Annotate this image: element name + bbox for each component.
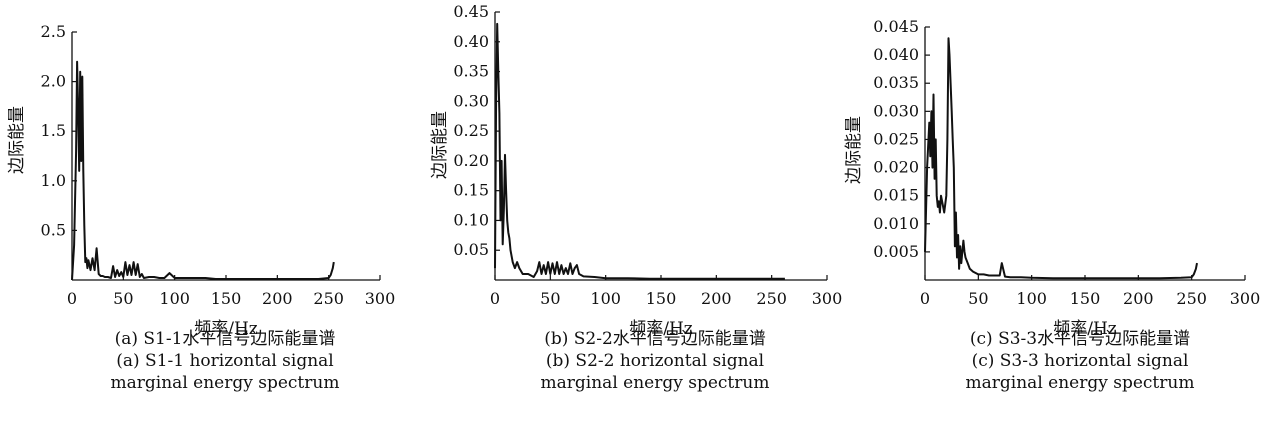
y-tick-label: 2.0 [41,72,66,91]
y-axis-label: 边际能量 [7,106,27,174]
caption-a-en1: (a) S1-1 horizontal signal [116,351,334,371]
x-axis-label: 频率/Hz [194,319,258,339]
spectrum-line [494,22,785,280]
x-axis-label: 频率/Hz [1053,319,1117,339]
chart-panel-a: 0 50 100 150 200 250 300 0.5 1.0 1.5 2.0 2.5 频率/Hz 边际… [0,0,430,439]
x-tick-label: 0 [67,289,77,308]
y-tick-label: 0.035 [873,73,919,92]
y-tick-label: 0.040 [873,45,919,64]
x-tick-label: 50 [113,289,133,308]
caption-a: (a) S1-1水平信号边际能量谱 (a) S1-1 horizontal si… [20,328,430,394]
caption-a-en2: marginal energy spectrum [110,373,340,393]
y-tick-label: 0.15 [453,181,489,200]
caption-a-zh: (a) S1-1水平信号边际能量谱 [114,329,336,349]
y-tick-label: 0.40 [453,32,489,51]
x-tick-label: 100 [1016,289,1047,308]
y-tick-label: 0.030 [873,101,919,120]
caption-c-en2: marginal energy spectrum [965,373,1195,393]
x-tick-label: 250 [1176,289,1207,308]
x-tick-label: 100 [590,289,621,308]
x-tick-label: 100 [159,289,190,308]
x-tick-label: 200 [262,289,293,308]
caption-c-en1: (c) S3-3 horizontal signal [971,351,1189,371]
y-tick-label: 0.005 [873,242,919,261]
x-tick-label: 300 [1230,289,1261,308]
spectrum-line [924,37,1198,280]
caption-b-en2: marginal energy spectrum [540,373,770,393]
y-tick-label: 0.45 [453,2,489,21]
chart-panel-b: 0 50 100 150 200 250 300 0.05 0.10 0.15 0.20 0.25 0.… [420,0,860,439]
x-tick-label: 300 [365,289,396,308]
x-tick-label: 0 [490,289,500,308]
y-tick-label: 0.25 [453,121,489,140]
y-tick-label: 0.045 [873,17,919,36]
caption-c-zh: (c) S3-3水平信号边际能量谱 [969,329,1191,349]
caption-c: (c) S3-3水平信号边际能量谱 (c) S3-3 horizontal si… [880,328,1280,394]
y-axis-label: 边际能量 [844,116,864,184]
y-tick-label: 0.5 [41,220,66,239]
y-tick-label: 2.5 [41,22,66,41]
x-tick-label: 150 [1070,289,1101,308]
x-tick-label: 150 [646,289,677,308]
x-tick-label: 250 [313,289,344,308]
chart-panel-c: 0 50 100 150 200 250 300 0.005 0.010 0.015 0.020 0.… [844,0,1280,439]
x-tick-label: 250 [756,289,787,308]
x-tick-label: 50 [968,289,988,308]
chart-b: 0 50 100 150 200 250 300 0.05 0.10 0.15 0.20 0.25 0.… [430,2,843,339]
x-tick-label: 50 [540,289,560,308]
y-tick-label: 0.025 [873,129,919,148]
y-tick-label: 0.015 [873,186,919,205]
y-tick-label: 0.020 [873,158,919,177]
y-tick-label: 1.0 [41,171,66,190]
y-tick-label: 0.35 [453,62,489,81]
caption-b-zh: (b) S2-2水平信号边际能量谱 [544,329,766,349]
spectrum-line [71,60,335,281]
x-axis-label: 频率/Hz [629,319,693,339]
y-tick-label: 0.10 [453,210,489,229]
x-tick-label: 200 [1123,289,1154,308]
x-tick-label: 150 [211,289,242,308]
y-tick-label: 0.30 [453,91,489,110]
y-tick-label: 0.20 [453,151,489,170]
x-tick-label: 200 [701,289,732,308]
caption-b-en1: (b) S2-2 horizontal signal [545,351,765,371]
chart-c: 0 50 100 150 200 250 300 0.005 0.010 0.015 0.020 0.… [844,17,1261,339]
chart-a: 0 50 100 150 200 250 300 0.5 1.0 1.5 2.0 2.5 频率/Hz 边际… [7,22,396,339]
y-axis-label: 边际能量 [430,111,450,179]
caption-b: (b) S2-2水平信号边际能量谱 (b) S2-2 horizontal si… [450,328,860,394]
x-tick-label: 300 [812,289,843,308]
y-tick-label: 0.010 [873,214,919,233]
y-tick-label: 1.5 [41,121,66,140]
y-tick-label: 0.05 [453,240,489,259]
x-tick-label: 0 [920,289,930,308]
